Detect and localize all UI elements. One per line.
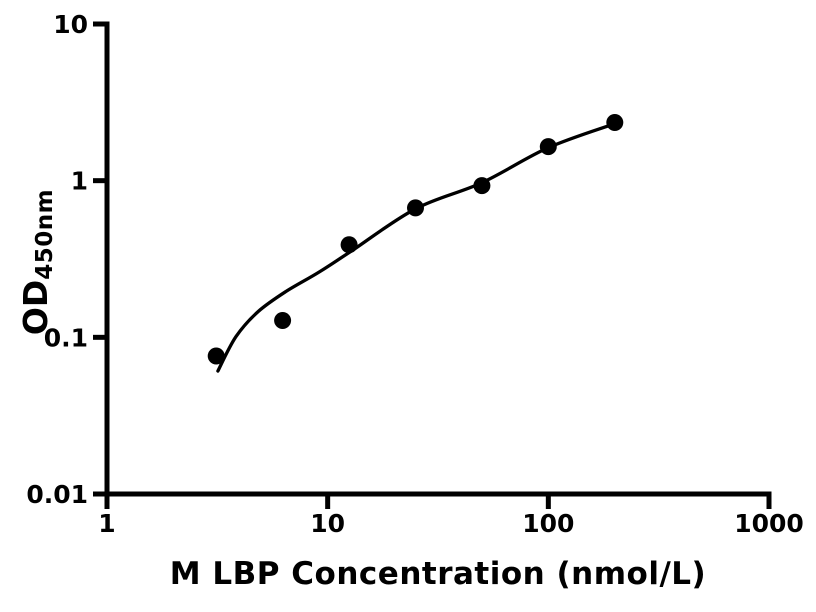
- y-tick-label: 1: [71, 167, 88, 196]
- x-tick-label: 1000: [734, 509, 804, 538]
- x-tick-label: 10: [310, 509, 345, 538]
- data-point: [340, 236, 358, 254]
- x-tick-label: 1: [98, 509, 115, 538]
- data-point: [407, 199, 424, 217]
- data-point: [473, 177, 491, 195]
- y-axis-title-subscript: 450nm: [32, 188, 58, 280]
- data-point: [274, 312, 292, 329]
- y-axis-title-main: OD: [16, 279, 55, 336]
- data-point: [606, 114, 624, 131]
- data-point: [539, 138, 557, 156]
- y-tick-label: 0.01: [26, 480, 88, 509]
- data-point: [207, 347, 225, 365]
- y-tick-label: 10: [53, 10, 88, 39]
- y-axis-title: OD450nm: [14, 162, 58, 362]
- x-axis-title: M LBP Concentration (nmol/L): [60, 556, 816, 600]
- x-axis-title-text: M LBP Concentration (nmol/L): [169, 556, 707, 592]
- x-tick-label: 100: [522, 509, 574, 538]
- fit-curve: [216, 122, 617, 373]
- y-tick-label: 0.1: [44, 323, 88, 352]
